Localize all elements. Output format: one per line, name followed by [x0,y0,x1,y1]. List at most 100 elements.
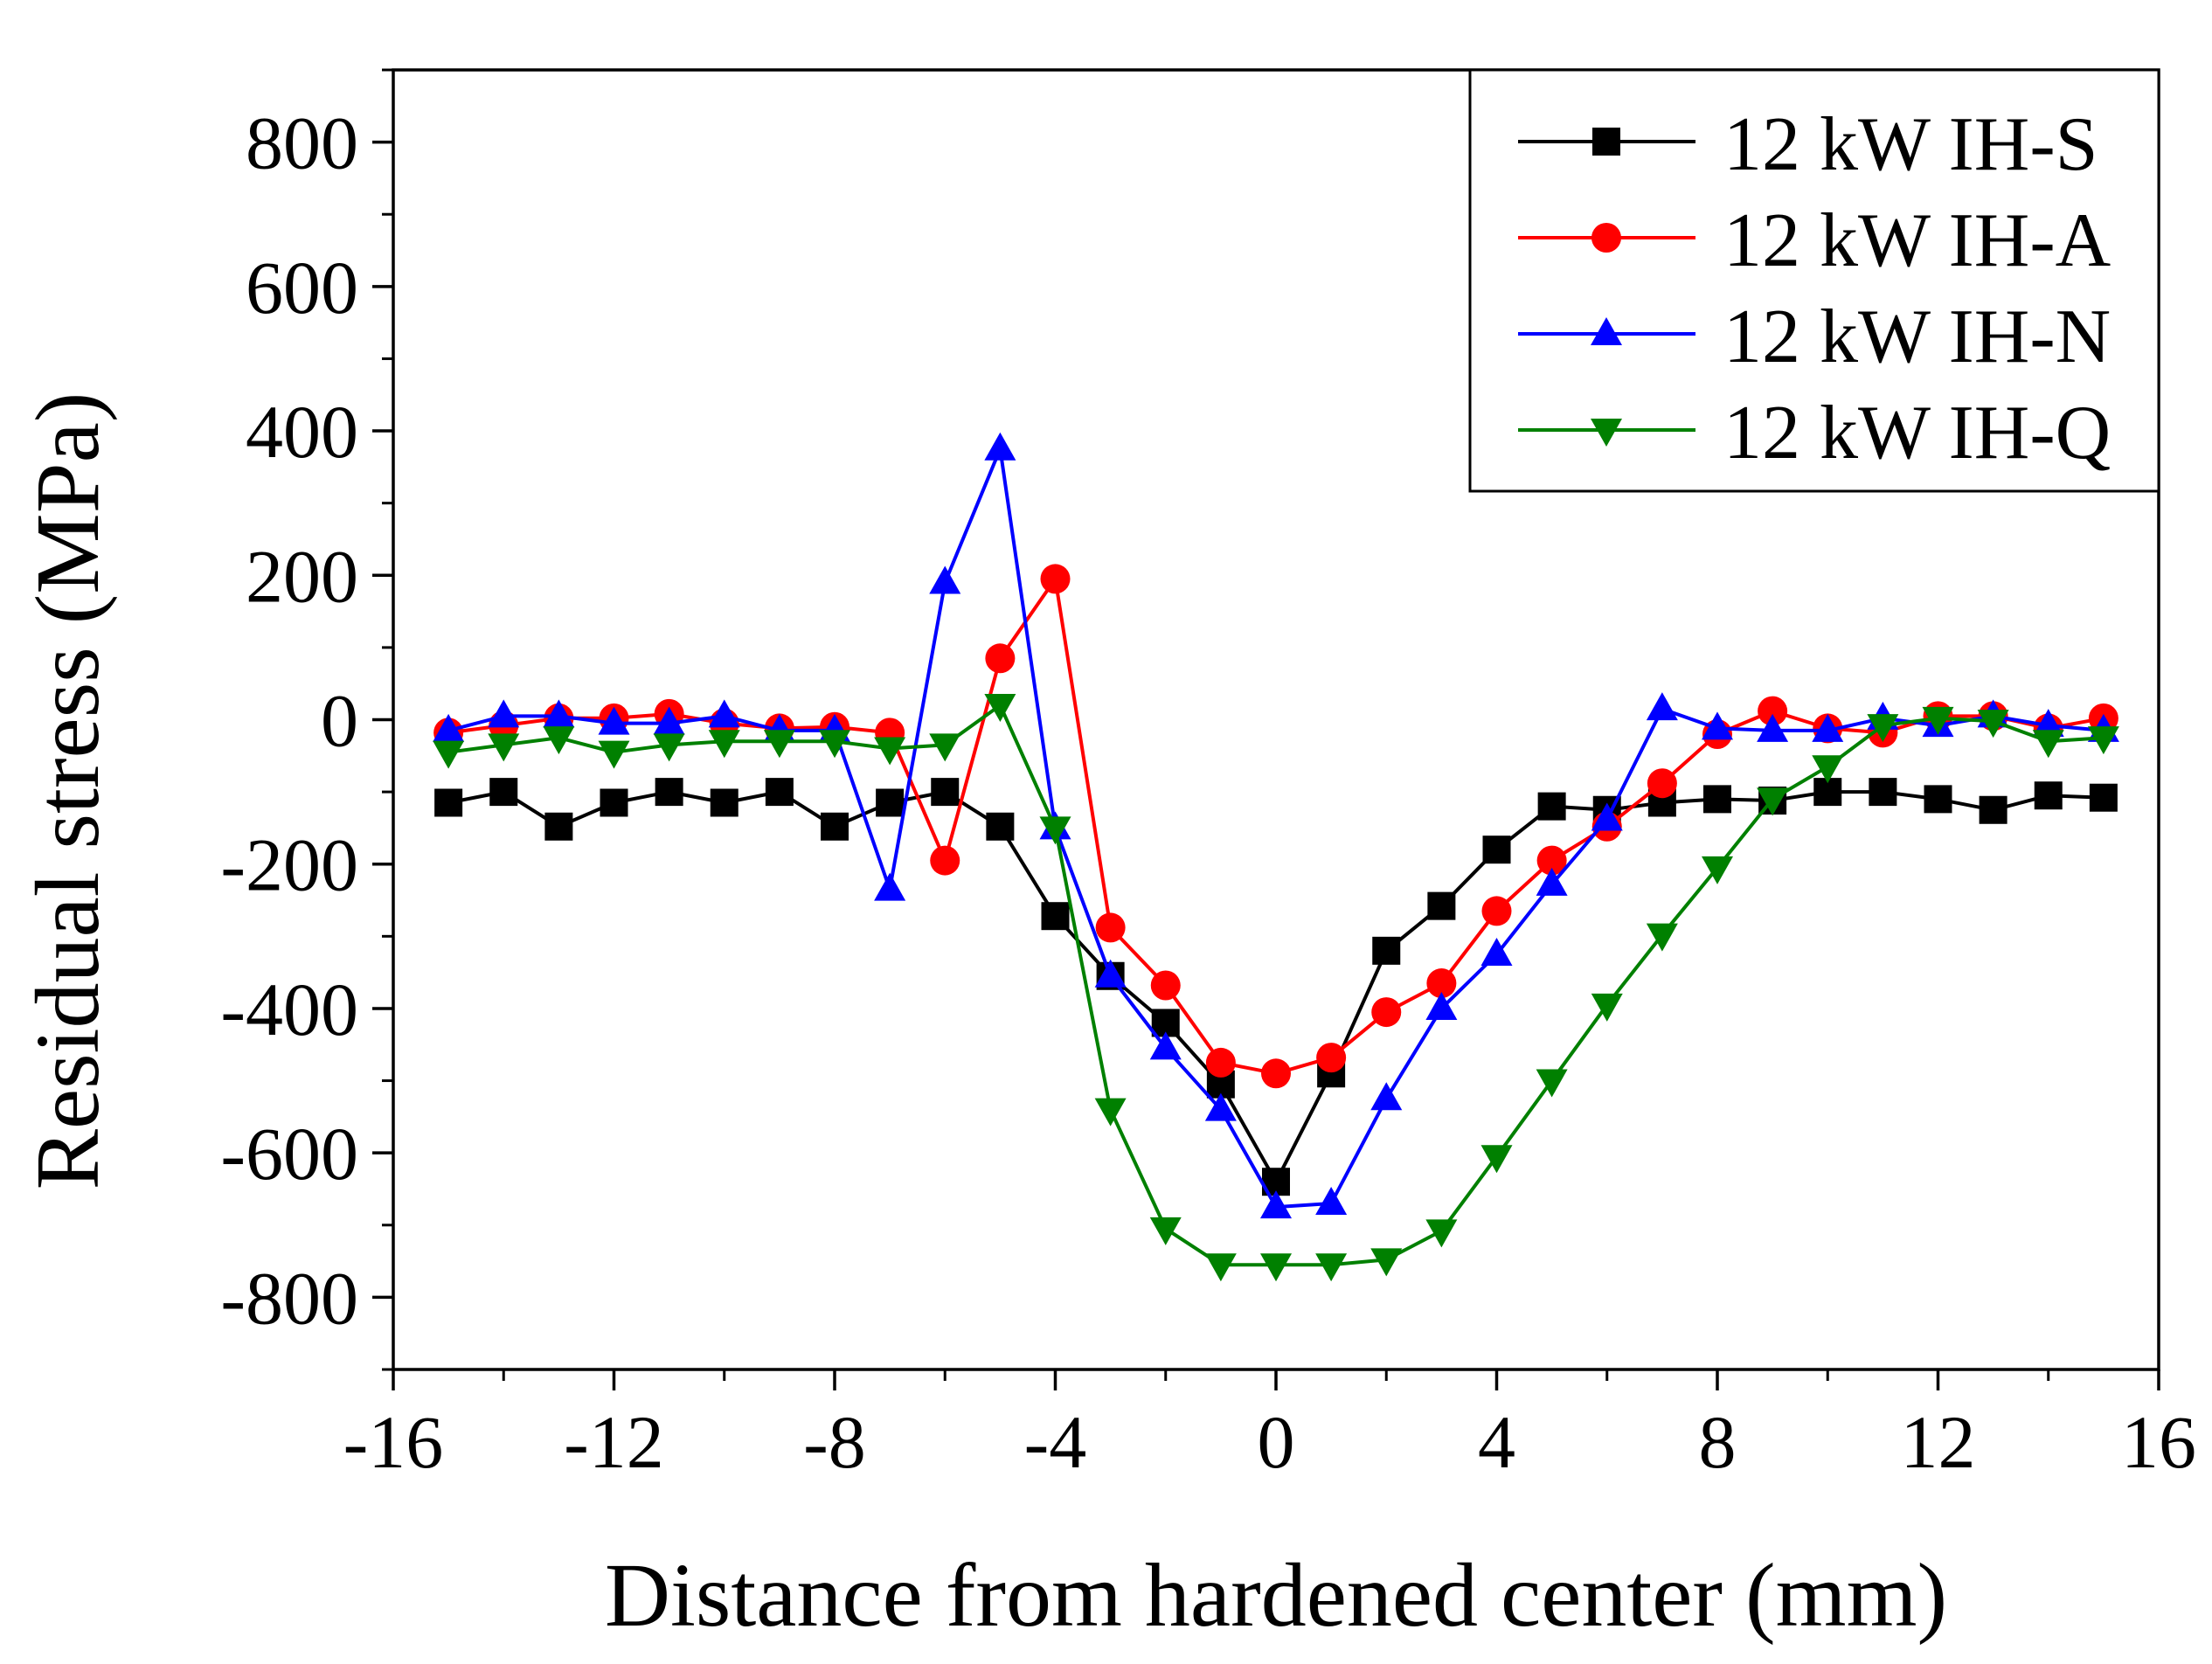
data-point [1977,710,2009,738]
data-point [1812,713,1844,742]
data-point [1425,1219,1458,1248]
data-point [874,737,906,766]
y-tick-label: -800 [220,1256,358,1340]
data-point [543,699,575,728]
data-point [1204,1092,1237,1121]
y-tick-label: 600 [246,246,358,329]
series-4 [433,693,2119,1282]
data-point [986,812,1015,841]
data-point [874,872,906,901]
data-point [1425,991,1458,1020]
data-point [1150,970,1181,1001]
data-point [1867,714,1899,743]
legend-marker [1591,223,1621,253]
data-point [2034,781,2063,810]
data-point [2032,709,2064,738]
y-tick-label: -600 [220,1112,358,1196]
data-point [1758,696,1788,726]
data-point [1315,1253,1348,1282]
data-point [1094,959,1127,988]
x-tick-label: -16 [343,1400,444,1484]
data-point [1536,845,1567,876]
data-point [1149,1031,1182,1060]
y-tick-label: 0 [321,679,358,763]
data-point [1757,713,1789,742]
data-point [1371,997,1402,1028]
y-tick-label: 400 [246,390,358,474]
data-point [1647,768,1677,799]
y-tick-label: 800 [246,101,358,185]
x-tick-label: 4 [1478,1400,1515,1484]
y-tick-label: -200 [220,823,358,907]
x-tick-label: -12 [564,1400,664,1484]
data-point [600,788,628,817]
data-point [2032,730,2064,759]
series-1 [434,778,2118,1196]
x-axis-label: Distance from hardened center (mm) [605,1545,1947,1646]
x-tick-label: -8 [803,1400,866,1484]
data-point [1924,785,1952,814]
data-point [434,788,463,817]
data-point [1205,1047,1236,1078]
data-point [1040,564,1071,594]
data-point [1536,867,1568,896]
data-point [1480,937,1513,966]
data-point [1094,1098,1127,1127]
data-point [2087,726,2119,755]
data-point [543,726,575,755]
data-point [1315,1186,1348,1215]
data-point [655,778,683,807]
data-point [1481,896,1512,926]
y-tick-label: 200 [246,534,358,618]
data-point [653,706,685,735]
data-point [765,778,794,807]
data-point [598,706,630,735]
data-point [1812,755,1844,784]
data-point [2089,783,2118,812]
data-point [1536,1069,1568,1098]
legend-label: 12 kW IH-Q [1723,391,2111,475]
data-point [1646,923,1678,952]
data-point [489,778,518,807]
x-tick-label: -4 [1024,1400,1087,1484]
data-point [1370,1082,1403,1111]
data-point [929,565,961,594]
data-point [1261,1058,1291,1089]
y-tick-label: -400 [220,967,358,1051]
data-point [488,699,520,728]
data-point [1095,912,1126,943]
data-point [708,730,740,759]
data-point [433,713,465,742]
data-point [1591,802,1623,831]
data-point [1480,1145,1513,1174]
data-point [1041,902,1070,931]
data-point [1260,1190,1292,1219]
data-point [1702,856,1733,884]
data-point [984,693,1016,722]
data-point [1646,692,1678,721]
data-point [544,812,573,841]
data-point [1922,706,1954,735]
data-point [1482,835,1511,864]
data-point [1149,1217,1182,1245]
data-point [929,733,961,762]
data-point [1979,795,2007,824]
data-point [1039,816,1071,845]
x-tick-label: 12 [1901,1400,1976,1484]
data-point [1869,778,1897,807]
data-point [763,730,795,759]
data-point [433,740,465,769]
data-point [876,788,905,817]
data-point [1537,792,1566,821]
data-point [1426,968,1457,999]
y-axis-label: Residual stress (MPa) [17,392,118,1190]
data-point [1702,711,1733,740]
legend: 12 kW IH-S 12 kW IH-A 12 kW IH-N 12 kW IH-Q [1468,68,2160,493]
data-point [598,740,630,769]
data-point [1757,787,1789,816]
data-point [1703,785,1731,814]
data-point [984,432,1016,461]
data-point [985,643,1016,674]
